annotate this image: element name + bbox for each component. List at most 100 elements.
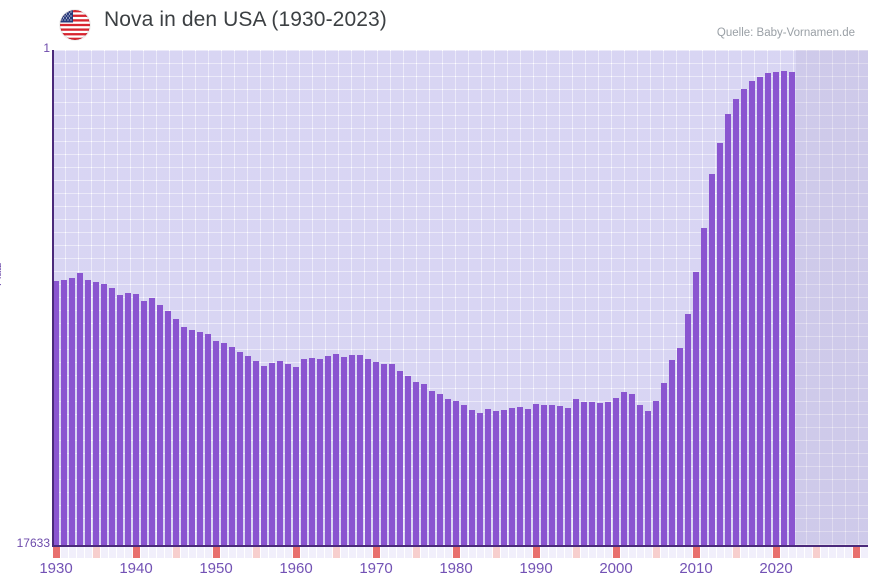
bar[interactable] (461, 404, 467, 545)
bar[interactable] (157, 305, 163, 545)
bar[interactable] (285, 364, 291, 545)
bar[interactable] (669, 360, 675, 545)
bar[interactable] (741, 88, 747, 545)
bar[interactable] (69, 277, 75, 545)
bar[interactable] (373, 362, 379, 545)
bar[interactable] (685, 313, 691, 545)
bar[interactable] (573, 399, 579, 545)
bar[interactable] (117, 294, 123, 545)
bar[interactable] (205, 334, 211, 545)
bar[interactable] (165, 311, 171, 545)
bar[interactable] (301, 358, 307, 545)
bar[interactable] (557, 405, 563, 545)
bar[interactable] (197, 332, 203, 545)
bar[interactable] (357, 354, 363, 545)
bar[interactable] (253, 361, 259, 545)
bar[interactable] (597, 402, 603, 545)
bar[interactable] (293, 367, 299, 545)
bar[interactable] (693, 271, 699, 545)
bar[interactable] (85, 279, 91, 545)
bar[interactable] (149, 297, 155, 545)
bar[interactable] (325, 355, 331, 545)
bar[interactable] (413, 382, 419, 545)
bar[interactable] (533, 403, 539, 545)
bar[interactable] (701, 227, 707, 545)
bar[interactable] (365, 358, 371, 545)
bar[interactable] (53, 280, 59, 545)
bar[interactable] (229, 347, 235, 545)
bar[interactable] (661, 383, 667, 545)
bar[interactable] (565, 408, 571, 545)
bar[interactable] (349, 355, 355, 545)
bar[interactable] (397, 370, 403, 545)
x-axis-tick-label: 1960 (279, 560, 313, 577)
bar[interactable] (629, 394, 635, 545)
bar[interactable] (77, 273, 83, 545)
bar[interactable] (93, 281, 99, 545)
bar[interactable] (709, 174, 715, 545)
bar[interactable] (381, 363, 387, 545)
bar[interactable] (453, 400, 459, 545)
bar[interactable] (589, 402, 595, 545)
bar[interactable] (517, 407, 523, 545)
bar[interactable] (261, 365, 267, 545)
x-axis-tick-mark (612, 547, 620, 558)
bar[interactable] (277, 361, 283, 545)
bar[interactable] (637, 405, 643, 545)
bar[interactable] (125, 293, 131, 545)
bar[interactable] (549, 404, 555, 545)
bar[interactable] (189, 330, 195, 545)
bar[interactable] (677, 348, 683, 545)
bar[interactable] (581, 401, 587, 545)
bar[interactable] (749, 81, 755, 545)
bar[interactable] (621, 391, 627, 545)
bar[interactable] (485, 408, 491, 545)
bar[interactable] (245, 355, 251, 545)
bar[interactable] (213, 340, 219, 545)
bar[interactable] (509, 407, 515, 545)
bar[interactable] (61, 279, 67, 545)
bar[interactable] (469, 409, 475, 545)
bar[interactable] (653, 400, 659, 545)
no-data-region (796, 50, 868, 545)
bar[interactable] (605, 402, 611, 545)
bar[interactable] (101, 284, 107, 545)
bar[interactable] (733, 99, 739, 545)
bar[interactable] (237, 351, 243, 545)
bar[interactable] (421, 384, 427, 545)
bar[interactable] (141, 300, 147, 545)
bar[interactable] (221, 342, 227, 545)
bar[interactable] (173, 318, 179, 545)
x-axis-tick-mark (212, 547, 220, 558)
bar[interactable] (789, 71, 795, 545)
bar[interactable] (341, 357, 347, 545)
bar[interactable] (181, 326, 187, 545)
bar[interactable] (405, 375, 411, 545)
bar[interactable] (333, 353, 339, 545)
bar[interactable] (317, 359, 323, 545)
bar[interactable] (501, 409, 507, 545)
bar[interactable] (725, 114, 731, 545)
bar[interactable] (645, 411, 651, 545)
x-axis-tick-label: 1990 (519, 560, 553, 577)
bar[interactable] (389, 364, 395, 545)
y-axis-tick-bottom: 17633 (16, 536, 50, 550)
bar[interactable] (133, 294, 139, 545)
bar[interactable] (765, 73, 771, 545)
x-axis-tick-label: 2000 (599, 560, 633, 577)
bar[interactable] (541, 404, 547, 545)
bar[interactable] (773, 72, 779, 545)
bar[interactable] (525, 409, 531, 545)
bar[interactable] (493, 411, 499, 545)
bar[interactable] (717, 143, 723, 545)
bar[interactable] (477, 412, 483, 545)
bar[interactable] (445, 398, 451, 545)
bar[interactable] (309, 357, 315, 545)
bar[interactable] (269, 362, 275, 545)
bar[interactable] (781, 71, 787, 545)
bar[interactable] (757, 76, 763, 545)
bar[interactable] (429, 390, 435, 545)
bar[interactable] (437, 394, 443, 545)
bar[interactable] (613, 397, 619, 545)
bar[interactable] (109, 288, 115, 545)
